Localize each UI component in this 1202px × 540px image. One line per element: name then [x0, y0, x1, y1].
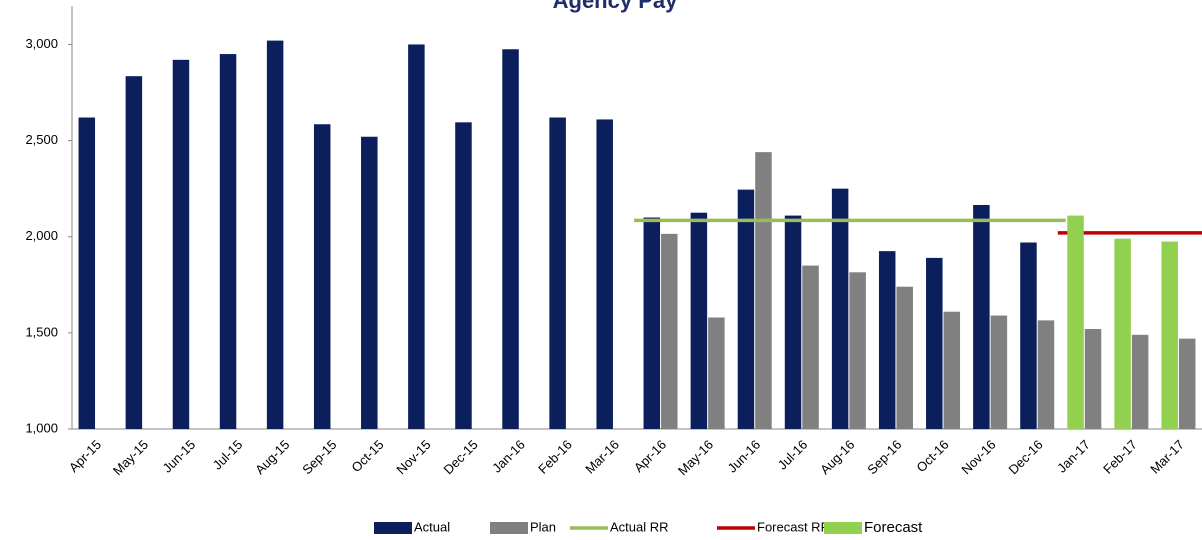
x-tick-label: Jan-16 — [489, 437, 528, 476]
bar — [549, 117, 566, 429]
bar — [1020, 242, 1037, 429]
bar — [361, 136, 378, 429]
bar — [125, 76, 143, 430]
legend-swatch — [374, 522, 412, 534]
bar — [737, 189, 755, 429]
y-tick-label: 1,500 — [25, 324, 58, 339]
bar — [1114, 238, 1131, 429]
x-tick-label: Jun-15 — [160, 437, 199, 476]
bar — [878, 251, 896, 429]
bar — [1161, 241, 1178, 429]
x-tick-label: Sep-16 — [864, 437, 904, 477]
bar — [78, 117, 96, 429]
x-tick-label: Nov-16 — [958, 437, 998, 477]
bar — [802, 265, 819, 429]
x-tick-label: Jan-17 — [1054, 437, 1093, 476]
legend-label: Actual — [414, 519, 450, 534]
y-tick-label: 2,000 — [25, 228, 58, 243]
x-tick-label: Jul-15 — [210, 437, 246, 473]
x-tick-label: Mar-16 — [582, 437, 622, 477]
bar — [896, 286, 913, 429]
bar — [755, 152, 772, 430]
y-tick-label: 3,000 — [25, 36, 58, 51]
bar — [313, 124, 331, 429]
x-tick-label: Aug-15 — [252, 437, 292, 477]
bar — [849, 272, 866, 429]
x-tick-label: May-16 — [675, 437, 716, 478]
bar — [990, 315, 1008, 429]
bar — [973, 205, 990, 429]
x-tick-label: Apr-16 — [631, 437, 669, 475]
x-tick-label: Sep-15 — [299, 437, 339, 477]
x-tick-label: Oct-15 — [348, 437, 386, 475]
bar — [690, 212, 708, 429]
bar — [661, 233, 678, 429]
legend-label: Forecast — [864, 519, 923, 536]
bar — [1131, 334, 1149, 429]
x-tick-label: Nov-15 — [393, 437, 433, 477]
legend-label: Actual RR — [610, 519, 669, 534]
bar — [596, 119, 613, 429]
y-tick-label: 1,000 — [25, 420, 58, 435]
bar — [1084, 329, 1102, 429]
bar — [708, 317, 725, 429]
bar — [943, 311, 961, 429]
x-tick-label: Dec-16 — [1006, 437, 1046, 477]
bar — [831, 188, 849, 429]
bar — [408, 44, 425, 430]
legend-label: Forecast RR — [757, 519, 830, 534]
bar — [172, 59, 190, 429]
x-tick-label: Jun-16 — [725, 437, 764, 476]
legend-swatch — [824, 522, 862, 534]
bar — [219, 54, 237, 430]
x-tick-label: Jul-16 — [775, 437, 811, 473]
bar — [502, 49, 519, 430]
legend-swatch — [490, 522, 528, 534]
bar — [784, 215, 802, 429]
x-tick-label: Dec-15 — [441, 437, 481, 477]
bar — [455, 122, 472, 429]
legend-label: Plan — [530, 519, 556, 534]
x-tick-label: Aug-16 — [817, 437, 857, 477]
bar — [1037, 320, 1055, 429]
y-tick-label: 2,500 — [25, 132, 58, 147]
x-tick-label: Oct-16 — [913, 437, 951, 475]
bar — [1178, 338, 1196, 429]
bar — [266, 40, 284, 429]
bar — [1067, 215, 1084, 429]
bar — [643, 217, 661, 429]
chart-title: Agency Pay — [553, 0, 678, 13]
x-tick-label: May-15 — [110, 437, 151, 478]
x-tick-label: Feb-17 — [1100, 437, 1140, 477]
x-tick-label: Feb-16 — [535, 437, 575, 477]
x-tick-label: Apr-15 — [66, 437, 104, 475]
bar — [926, 257, 943, 429]
x-tick-label: Mar-17 — [1147, 437, 1187, 477]
